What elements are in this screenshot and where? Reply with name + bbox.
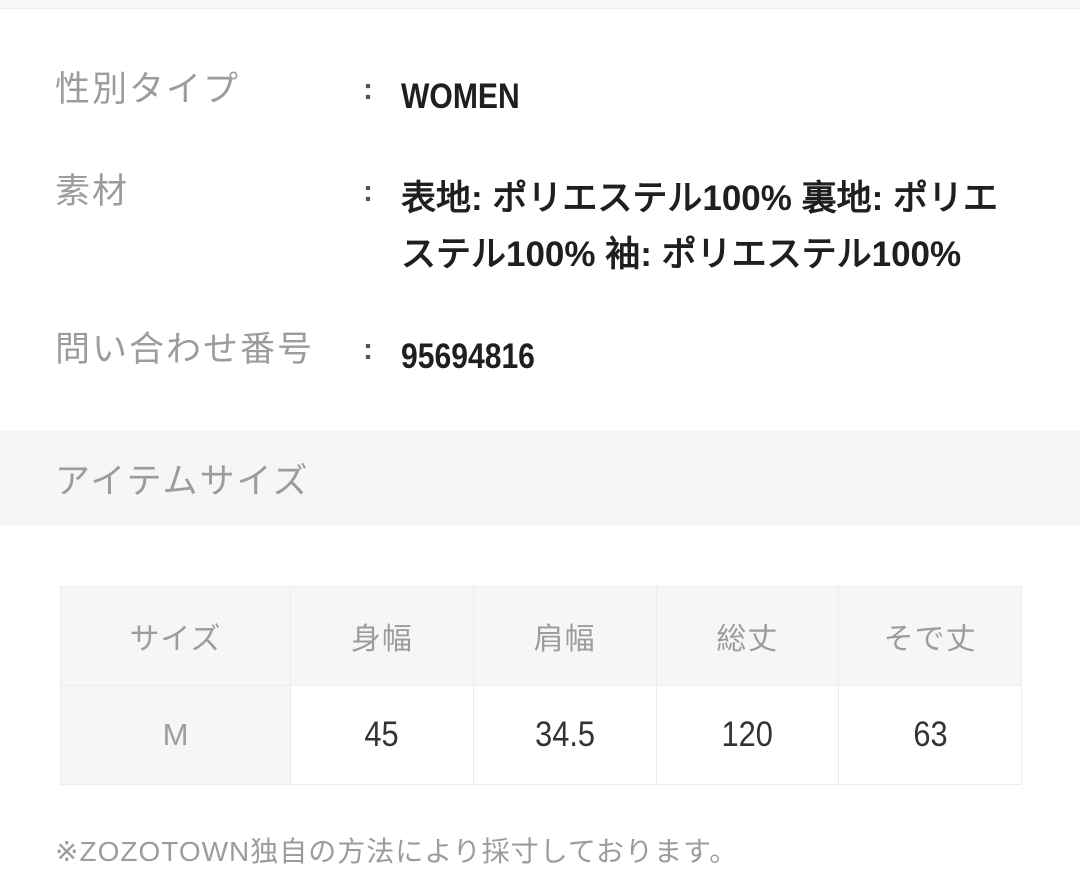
- shoulder-width-cell: 34.5: [472, 685, 657, 785]
- colon-separator: :: [363, 73, 373, 106]
- item-size-section-header: アイテムサイズ: [0, 431, 1080, 526]
- measurement-footnote: ※ZOZOTOWN独自の方法により採寸しております。: [55, 836, 739, 867]
- size-table: サイズ 身幅 肩幅 総丈 そで丈 M 45 34.5 120 63: [60, 586, 1022, 785]
- spec-row-gender-type: 性別タイプ : WOMEN: [55, 69, 1020, 125]
- body-width-column-header: 身幅: [290, 586, 474, 686]
- spec-row-inquiry-number: 問い合わせ番号 : 95694816: [55, 329, 1020, 385]
- gender-type-label: 性別タイプ: [55, 70, 241, 109]
- size-table-header-row: サイズ 身幅 肩幅 総丈 そで丈: [60, 586, 1022, 686]
- inquiry-number-value-text: 95694816: [401, 337, 535, 376]
- size-table-row-m: M 45 34.5 120 63: [60, 685, 1022, 785]
- inquiry-number-label: 問い合わせ番号: [55, 330, 315, 369]
- product-spec-list: 性別タイプ : WOMEN 素材 : 表地: ポリエステル100% 裏地: ポリ…: [0, 9, 1080, 385]
- spec-row-material: 素材 : 表地: ポリエステル100% 裏地: ポリエステル100% 袖: ポリ…: [55, 171, 1020, 283]
- colon-separator: :: [363, 333, 373, 366]
- size-column-header: サイズ: [60, 586, 291, 686]
- inquiry-number-value: 95694816: [401, 329, 1020, 385]
- total-length-column-header: 総丈: [655, 586, 840, 686]
- colon-separator: :: [363, 175, 373, 208]
- sleeve-length-cell: 63: [838, 685, 1022, 785]
- size-table-container: サイズ 身幅 肩幅 総丈 そで丈 M 45 34.5 120 63: [60, 586, 1022, 785]
- size-value-cell: M: [60, 685, 291, 785]
- material-value: 表地: ポリエステル100% 裏地: ポリエステル100% 袖: ポリエステル1…: [401, 179, 999, 274]
- sleeve-length-column-header: そで丈: [838, 586, 1022, 686]
- material-label: 素材: [55, 172, 130, 211]
- body-width-value: 45: [364, 715, 400, 754]
- gender-type-value: WOMEN: [401, 69, 1020, 125]
- item-size-title: アイテムサイズ: [55, 462, 310, 501]
- shoulder-width-column-header: 肩幅: [472, 586, 657, 686]
- total-length-value: 120: [721, 715, 774, 754]
- shoulder-width-value: 34.5: [534, 715, 595, 754]
- sleeve-length-value: 63: [912, 715, 948, 754]
- gender-type-value-text: WOMEN: [401, 77, 520, 116]
- page-top-divider: [0, 0, 1080, 9]
- total-length-cell: 120: [655, 685, 840, 785]
- body-width-cell: 45: [290, 685, 474, 785]
